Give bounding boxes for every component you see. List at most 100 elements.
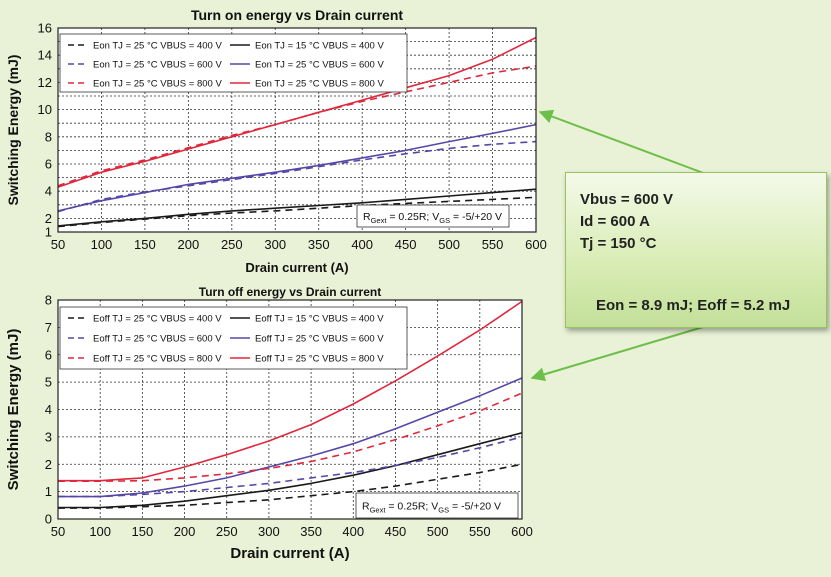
series-line <box>58 377 523 498</box>
y-tick-label: 1 <box>45 225 52 240</box>
x-tick-label: 450 <box>395 237 417 252</box>
legend-entry: Eoff TJ = 15 °C VBUS = 400 V <box>255 314 384 325</box>
series-line <box>57 188 537 227</box>
x-tick-label: 250 <box>221 237 243 252</box>
legend-entry: Eon TJ = 25 °C VBUS = 800 V <box>255 79 384 90</box>
annotation-text: RGext = 0.25R; VGS = -5/+20 V <box>362 501 501 515</box>
y-tick-label: 6 <box>45 347 52 362</box>
series-line <box>57 196 537 228</box>
x-tick-label: 250 <box>216 524 238 539</box>
x-tick-label: 450 <box>385 524 407 539</box>
x-tick-label: 350 <box>300 524 322 539</box>
x-tick-label: 150 <box>132 524 154 539</box>
series-line <box>57 123 537 212</box>
x-tick-label: 100 <box>89 524 111 539</box>
arrow-to-eoff <box>530 321 721 382</box>
legend-entry: Eoff TJ = 25 °C VBUS = 400 V <box>93 314 222 325</box>
series-line <box>57 36 537 188</box>
y-tick-label: 4 <box>45 184 52 199</box>
plot-border <box>57 299 523 520</box>
annotation-subscript: GS <box>438 506 449 515</box>
legend-entry: Eoff TJ = 25 °C VBUS = 600 V <box>93 334 222 345</box>
legend-entry: Eon TJ = 25 °C VBUS = 800 V <box>93 79 222 90</box>
chart-title: Turn off energy vs Drain current <box>199 285 381 299</box>
series-line <box>58 432 523 509</box>
series-line <box>58 300 523 482</box>
x-tick-label: 350 <box>308 237 330 252</box>
x-tick-label: 500 <box>427 524 449 539</box>
x-axis-label: Drain current (A) <box>230 545 349 562</box>
callout-tj: Tj = 150 °C <box>580 235 657 252</box>
y-tick-label: 8 <box>45 129 52 144</box>
x-tick-label: 200 <box>178 237 200 252</box>
annotation-subscript: Gext <box>371 216 388 225</box>
chart-1: 50 100 150 200 250 300 350 400 450 500 550 600 12 4 6 8… <box>5 7 547 275</box>
x-tick-label: 50 <box>51 524 65 539</box>
callout-vbus: Vbus = 600 V <box>580 191 673 208</box>
x-tick-label: 600 <box>511 524 533 539</box>
chart-2: 50 100 150 200 250 300 350 400 450 500 550 600 0 1 2 3 4… <box>5 285 533 562</box>
y-tick-label: 5 <box>45 375 52 390</box>
x-tick-label: 400 <box>342 524 364 539</box>
y-tick-label: 12 <box>38 75 52 90</box>
y-tick-label: 8 <box>45 293 52 308</box>
y-tick-label: 3 <box>45 429 52 444</box>
y-tick-label: 16 <box>38 21 52 36</box>
y-tick-label: 0 <box>45 512 52 527</box>
y-tick-label: 2 <box>45 457 52 472</box>
series-line <box>58 436 523 498</box>
legend-entry: Eon TJ = 25 °C VBUS = 400 V <box>93 41 222 52</box>
y-tick-label: 10 <box>38 102 52 117</box>
x-tick-label: 150 <box>134 237 156 252</box>
legend-entry: Eon TJ = 15 °C VBUS = 400 V <box>255 41 384 52</box>
y-tick-label: 14 <box>38 48 52 63</box>
legend-entry: Eoff TJ = 25 °C VBUS = 800 V <box>93 354 222 365</box>
chart-title: Turn on energy vs Drain current <box>191 7 403 23</box>
x-axis-label: Drain current (A) <box>245 260 348 275</box>
y-tick-label: 2 <box>45 211 52 226</box>
annotation-part: = 0.25R; V <box>386 211 439 223</box>
annotation-subscript: GS <box>439 216 450 225</box>
annotation-part: R <box>362 501 370 513</box>
x-tick-label: 500 <box>438 237 460 252</box>
series-line <box>58 463 523 509</box>
annotation-part: = 0.25R; V <box>385 501 438 513</box>
x-tick-label: 100 <box>91 237 113 252</box>
x-tick-label: 300 <box>258 524 280 539</box>
annotation-part: R <box>363 211 371 223</box>
x-tick-label: 600 <box>525 237 547 252</box>
legend-entry: Eon TJ = 25 °C VBUS = 600 V <box>93 60 222 71</box>
annotation-box <box>355 492 519 519</box>
series-line <box>57 140 537 213</box>
y-tick-label: 4 <box>45 402 52 417</box>
callout-id: Id = 600 A <box>580 213 650 230</box>
y-axis-label: Switching Energy (mJ) <box>5 55 21 206</box>
conditions-callout: Vbus = 600 V Id = 600 A Tj = 150 °C Eon … <box>565 172 827 328</box>
y-tick-label: 7 <box>45 320 52 335</box>
legend-entry: Eoff TJ = 25 °C VBUS = 600 V <box>255 334 384 345</box>
annotation-part: = -5/+20 V <box>450 211 502 223</box>
y-tick-label: 6 <box>45 157 52 172</box>
series-line <box>57 65 537 187</box>
legend: Eoff TJ = 25 °C VBUS = 400 V Eoff TJ = 15… <box>59 306 408 370</box>
plot-border <box>57 27 537 233</box>
x-tick-label: 550 <box>469 524 491 539</box>
x-tick-label: 400 <box>351 237 373 252</box>
annotation-box <box>356 204 510 228</box>
y-tick-label: 1 <box>45 484 52 499</box>
legend-entry: Eon TJ = 25 °C VBUS = 600 V <box>255 60 384 71</box>
charts-layer: 50 100 150 200 250 300 350 400 450 500 550 60012468… <box>5 7 547 562</box>
x-tick-label: 550 <box>482 237 504 252</box>
x-tick-label: 200 <box>174 524 196 539</box>
annotation-text: RGext = 0.25R; VGS = -5/+20 V <box>363 211 502 225</box>
annotation-part: = -5/+20 V <box>449 501 501 513</box>
x-tick-label: 300 <box>264 237 286 252</box>
callout-result: Eon = 8.9 mJ; Eoff = 5.2 mJ <box>596 297 791 314</box>
annotation-subscript: Gext <box>370 506 387 515</box>
legend: Eon TJ = 25 °C VBUS = 400 V Eon TJ = 15 °… <box>59 33 408 93</box>
x-tick-label: 50 <box>51 237 65 252</box>
arrow-to-eon <box>538 109 723 181</box>
legend-entry: Eoff TJ = 25 °C VBUS = 800 V <box>255 354 384 365</box>
series-line <box>58 392 523 483</box>
